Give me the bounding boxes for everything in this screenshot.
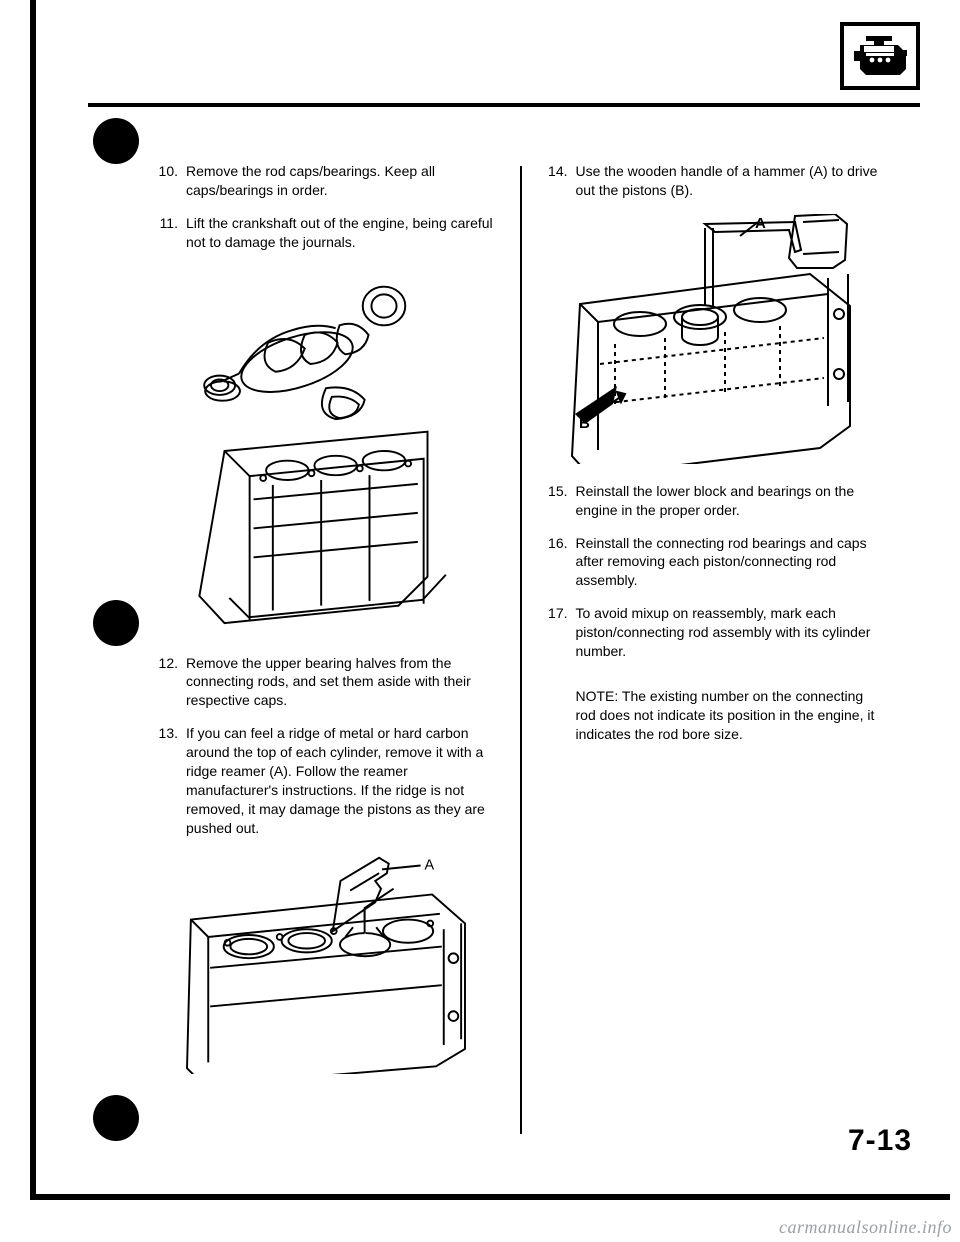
right-column: 14. Use the wooden handle of a hammer (A…	[546, 162, 886, 1134]
step-number: 11.	[156, 214, 178, 252]
figure-hammer-piston: A B	[546, 214, 886, 464]
step-item: 15. Reinstall the lower block and bearin…	[546, 482, 886, 520]
step-text: Remove the rod caps/bearings. Keep all c…	[186, 162, 496, 200]
step-number: 17.	[546, 604, 568, 661]
section-bullet-icon	[93, 600, 139, 646]
note-text: NOTE: The existing number on the connect…	[576, 687, 886, 744]
callout-label-a: A	[424, 857, 434, 873]
step-number: 10.	[156, 162, 178, 200]
step-text: Reinstall the connecting rod bearings an…	[576, 534, 886, 591]
callout-label-a: A	[755, 215, 766, 232]
step-number: 16.	[546, 534, 568, 591]
step-number: 13.	[156, 724, 178, 837]
step-item: 12. Remove the upper bearing halves from…	[156, 654, 496, 711]
step-number: 14.	[546, 162, 568, 200]
step-item: 16. Reinstall the connecting rod bearing…	[546, 534, 886, 591]
section-bullet-icon	[93, 118, 139, 164]
arrow-icon	[575, 386, 617, 424]
page-frame: 10. Remove the rod caps/bearings. Keep a…	[30, 0, 950, 1200]
step-text: To avoid mixup on reassembly, mark each …	[576, 604, 886, 661]
column-divider	[520, 166, 522, 1134]
step-item: 11. Lift the crankshaft out of the engin…	[156, 214, 496, 252]
section-bullet-icon	[93, 1095, 139, 1141]
step-text: Remove the upper bearing halves from the…	[186, 654, 496, 711]
step-item: 13. If you can feel a ridge of metal or …	[156, 724, 496, 837]
content-columns: 10. Remove the rod caps/bearings. Keep a…	[156, 162, 885, 1134]
engine-icon	[840, 22, 920, 90]
note-block: NOTE: The existing number on the connect…	[546, 675, 886, 744]
step-text: If you can feel a ridge of metal or hard…	[186, 724, 496, 837]
step-item: 17. To avoid mixup on reassembly, mark e…	[546, 604, 886, 661]
step-text: Reinstall the lower block and bearings o…	[576, 482, 886, 520]
figure-ridge-reamer: A	[156, 852, 496, 1074]
step-item: 14. Use the wooden handle of a hammer (A…	[546, 162, 886, 200]
left-column: 10. Remove the rod caps/bearings. Keep a…	[156, 162, 496, 1134]
step-text: Lift the crankshaft out of the engine, b…	[186, 214, 496, 252]
watermark-text: carmanualsonline.info	[779, 1217, 952, 1238]
step-item: 10. Remove the rod caps/bearings. Keep a…	[156, 162, 496, 200]
page-number: 7-13	[848, 1124, 912, 1158]
step-text: Use the wooden handle of a hammer (A) to…	[576, 162, 886, 200]
header-rule	[88, 103, 920, 107]
step-number: 15.	[546, 482, 568, 520]
step-number: 12.	[156, 654, 178, 711]
figure-crankshaft-block	[156, 266, 496, 636]
